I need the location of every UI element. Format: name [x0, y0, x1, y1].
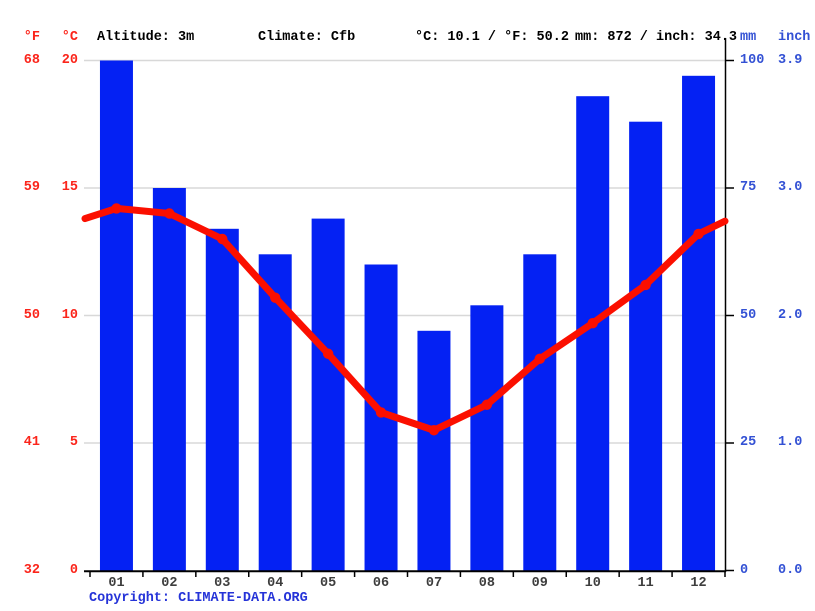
- temperature-point-07: [428, 425, 440, 436]
- precip-bar-05: [311, 218, 345, 571]
- mm-axis-title: mm: [740, 30, 757, 45]
- temperature-point-11: [640, 279, 651, 291]
- c-tick-15: 15: [61, 180, 78, 195]
- month-label-01: 01: [108, 576, 125, 591]
- month-label-02: 02: [161, 576, 178, 591]
- temperature-point-04: [270, 292, 281, 303]
- precip-bar-02: [152, 188, 186, 571]
- temperature-point-03: [217, 233, 228, 245]
- climate-data-org-link[interactable]: CLIMATE-DATA.ORG: [178, 591, 308, 606]
- celsius-axis-title: °C: [61, 30, 78, 45]
- temperature-line: [81, 204, 729, 434]
- inch-tick-0.0: 0.0: [778, 562, 803, 578]
- month-label-05: 05: [320, 576, 337, 591]
- temperature-point-09: [534, 353, 545, 365]
- mm-tick-25: 25: [740, 435, 757, 450]
- month-label-08: 08: [478, 576, 495, 591]
- mm-tick-75: 75: [740, 180, 757, 195]
- month-label-03: 03: [214, 576, 231, 591]
- f-tick-68: 68: [23, 52, 40, 68]
- inch-axis-title: inch: [778, 30, 811, 45]
- precip-bar-12: [682, 75, 716, 571]
- month-label-11: 11: [637, 576, 654, 591]
- temperature-point-02: [164, 208, 175, 219]
- f-tick-41: 41: [23, 435, 40, 450]
- copyright-label: Copyright:: [89, 591, 179, 606]
- precip-bar-08: [470, 305, 504, 571]
- month-label-06: 06: [372, 576, 390, 591]
- month-label-07: 07: [425, 576, 443, 591]
- inch-tick-1.0: 1.0: [778, 435, 803, 450]
- precip-bar-07: [417, 330, 451, 571]
- f-tick-32: 32: [23, 562, 40, 578]
- mm-tick-50: 50: [740, 307, 757, 323]
- f-tick-59: 59: [23, 180, 40, 195]
- inch-tick-2.0: 2.0: [778, 307, 803, 323]
- temperature-point-12: [693, 228, 704, 240]
- month-label-10: 10: [584, 576, 601, 591]
- temperature-point-08: [481, 399, 493, 410]
- month-label-04: 04: [267, 576, 284, 591]
- copyright-line: Copyright: CLIMATE-DATA.ORG: [89, 591, 308, 607]
- temperature-point-01: [111, 203, 122, 214]
- annual-precipitation-label: mm: 872 / inch: 34.3: [575, 30, 738, 45]
- f-tick-50: 50: [23, 307, 40, 323]
- temperature-point-05: [322, 348, 334, 359]
- precip-bar-01: [99, 60, 133, 571]
- c-tick-10: 10: [61, 307, 78, 323]
- mean-temperature-label: °C: 10.1 / °F: 50.2: [415, 30, 569, 45]
- c-tick-20: 20: [61, 52, 78, 68]
- month-label-12: 12: [690, 576, 707, 591]
- temperature-point-06: [375, 407, 387, 418]
- c-tick-5: 5: [69, 435, 78, 450]
- inch-tick-3.9: 3.9: [778, 52, 803, 68]
- temperature-point-10: [587, 317, 598, 329]
- precip-bar-09: [523, 254, 557, 571]
- mm-tick-100: 100: [740, 52, 765, 68]
- altitude-label: Altitude: 3m: [97, 30, 195, 45]
- precip-bar-11: [629, 121, 663, 571]
- month-label-09: 09: [531, 576, 548, 591]
- c-tick-0: 0: [69, 562, 78, 578]
- fahrenheit-axis-title: °F: [23, 30, 40, 45]
- mm-tick-0: 0: [740, 562, 749, 578]
- inch-tick-3.0: 3.0: [778, 180, 803, 195]
- climate-class-label: Climate: Cfb: [258, 30, 356, 45]
- precip-bar-03: [205, 228, 239, 571]
